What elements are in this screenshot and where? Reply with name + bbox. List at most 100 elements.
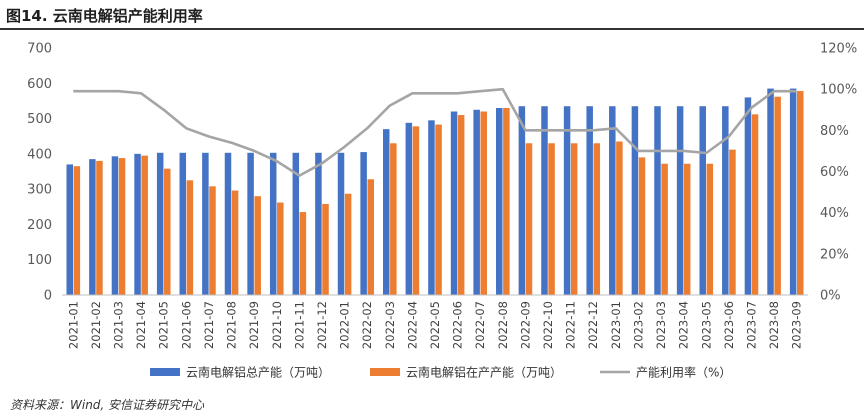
bar-total-capacity [450,111,458,295]
x-axis-tick-label: 2021-12 [315,301,329,349]
bar-operating-capacity [774,96,781,296]
bar-total-capacity [382,129,390,295]
bar-total-capacity [563,106,571,295]
x-axis-tick-label: 2022-01 [338,301,352,349]
x-axis-tick-label: 2022-06 [451,301,465,349]
bar-total-capacity [767,88,774,295]
left-axis-tick-label: 400 [27,147,52,162]
bar-operating-capacity [661,163,668,295]
x-axis-tick-label: 2023-09 [790,301,804,349]
bar-total-capacity [269,152,277,295]
x-axis-tick-label: 2021-09 [247,301,261,349]
bar-total-capacity [631,106,639,295]
x-axis-tick-label: 2021-10 [270,301,284,349]
bar-operating-capacity [231,190,239,295]
bar-operating-capacity [164,168,171,295]
bar-total-capacity [722,106,729,295]
bar-total-capacity [111,156,119,295]
legend-label: 云南电解铝在产产能（万吨） [406,365,562,380]
right-axis-tick-label: 60% [820,165,849,180]
bar-operating-capacity [299,212,307,295]
bar-total-capacity [292,152,300,295]
bar-total-capacity [654,106,661,295]
x-axis-tick-label: 2021-05 [157,301,171,349]
bar-total-capacity [66,164,74,295]
bar-operating-capacity [96,160,103,295]
x-axis-tick-label: 2022-11 [564,301,578,349]
left-axis-tick-label: 0 [44,289,52,304]
bar-operating-capacity [751,114,759,295]
bar-total-capacity [337,152,345,295]
right-axis-tick-label: 120% [820,42,857,57]
figure-title-bar: 图14. 云南电解铝产能利用率 [0,0,864,30]
legend-swatch-operating [370,368,400,376]
left-axis-tick-label: 600 [27,77,52,92]
bar-total-capacity [156,152,164,295]
bar-operating-capacity [390,143,397,295]
x-axis-tick-label: 2021-01 [66,301,80,349]
left-axis-tick-label: 500 [27,112,52,127]
x-axis-tick-label: 2022-07 [473,301,487,349]
bar-operating-capacity [412,126,420,295]
bar-total-capacity [89,159,96,295]
right-axis-tick-label: 40% [820,206,849,221]
bar-operating-capacity [638,157,646,295]
x-axis-tick-label: 2022-05 [428,301,442,349]
bar-operating-capacity [729,149,736,295]
left-axis-tick-label: 100 [27,253,52,268]
x-axis-tick-label: 2023-08 [767,301,781,349]
x-axis-tick-label: 2023-04 [677,301,691,349]
bar-total-capacity [699,106,706,295]
bar-total-capacity [609,106,616,295]
bar-operating-capacity [277,202,284,295]
x-axis-tick-label: 2022-04 [405,301,419,349]
x-axis-tick-label: 2021-06 [179,301,193,349]
figure-title: 图14. 云南电解铝产能利用率 [6,7,203,25]
bar-total-capacity [134,153,141,295]
legend-swatch-total [150,368,180,376]
bar-operating-capacity [548,143,555,295]
bar-total-capacity [518,106,526,295]
source-note: 资料来源：Wind, 安信证券研究中心 [10,398,205,412]
bar-operating-capacity [593,143,601,295]
bar-operating-capacity [525,143,533,295]
bar-total-capacity [473,109,480,295]
x-axis-tick-label: 2022-08 [496,301,510,349]
x-axis-tick-label: 2023-05 [699,301,713,349]
left-axis-tick-label: 200 [27,218,52,233]
bar-operating-capacity [141,155,148,295]
bar-operating-capacity [683,163,691,295]
x-axis-tick-label: 2021-08 [225,301,239,349]
left-axis-tick-label: 700 [27,42,52,57]
right-axis-tick-label: 80% [820,124,849,139]
bar-operating-capacity [503,107,510,295]
bar-total-capacity [428,120,435,295]
x-axis-tick-label: 2022-09 [518,301,532,349]
bar-operating-capacity [322,203,329,295]
right-axis-tick-label: 0% [820,289,841,304]
bar-total-capacity [202,152,209,295]
bar-total-capacity [789,88,797,295]
bar-operating-capacity [616,141,623,295]
bar-operating-capacity [480,111,488,295]
x-axis-tick-label: 2022-02 [360,301,374,349]
bar-operating-capacity [435,124,442,295]
x-axis-tick-label: 2023-02 [632,301,646,349]
bar-total-capacity [224,152,232,295]
bar-total-capacity [496,107,503,295]
x-axis-tick-label: 2022-03 [383,301,397,349]
x-axis-tick-label: 2022-12 [586,301,600,349]
bar-total-capacity [247,152,254,295]
bar-total-capacity [405,122,413,295]
bar-operating-capacity [570,143,578,295]
x-axis-tick-label: 2022-10 [541,301,555,349]
bar-operating-capacity [186,180,194,295]
x-axis-tick-label: 2021-03 [112,301,126,349]
x-axis-tick-label: 2023-03 [654,301,668,349]
bar-operating-capacity [796,91,804,295]
x-axis-tick-label: 2021-07 [202,301,216,349]
x-axis-tick-label: 2023-06 [722,301,736,349]
x-axis-tick-label: 2021-11 [292,301,306,349]
bar-total-capacity [676,106,684,295]
